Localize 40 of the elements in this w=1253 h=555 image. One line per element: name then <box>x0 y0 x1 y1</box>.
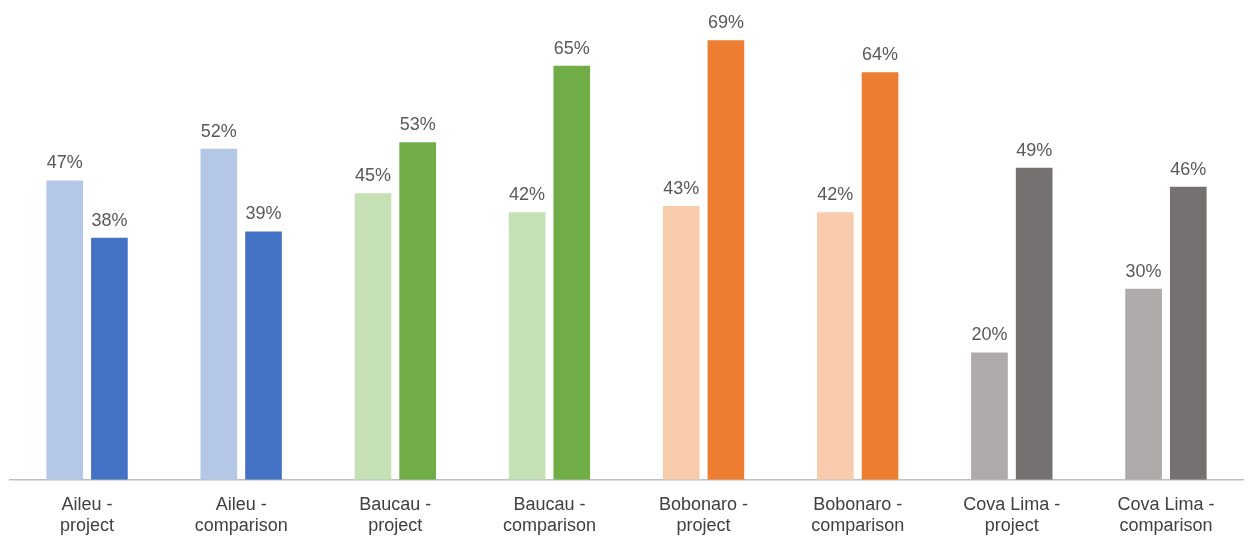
bar <box>662 205 700 480</box>
bar <box>354 193 392 480</box>
data-label: 46% <box>1170 158 1207 179</box>
bar <box>817 212 854 480</box>
data-label: 49% <box>1016 139 1053 160</box>
x-tick-label: Aileu - project <box>60 493 115 536</box>
x-tick-label: Cova Lima - comparison <box>1117 493 1215 536</box>
data-label: 69% <box>707 12 744 33</box>
bar <box>707 40 745 480</box>
bar <box>1169 186 1207 480</box>
x-tick-label: Baucau - comparison <box>502 493 596 536</box>
data-label: 47% <box>46 152 83 173</box>
x-tick-label: Aileu - comparison <box>194 493 288 536</box>
bar <box>861 72 899 480</box>
x-tick-label: Bobonaro - comparison <box>811 493 905 536</box>
bar <box>1015 167 1053 480</box>
bar <box>399 142 436 480</box>
x-tick-label: Baucau - project <box>359 493 432 536</box>
bar <box>46 180 84 480</box>
x-tick-label: Cova Lima - project <box>963 493 1061 536</box>
bar <box>971 352 1008 480</box>
x-tick-label: Bobonaro - project <box>659 493 749 536</box>
bar <box>245 231 282 480</box>
data-label: 38% <box>91 209 128 230</box>
bar <box>553 65 591 480</box>
bar <box>1125 288 1162 480</box>
data-label: 43% <box>663 177 700 198</box>
data-label: 20% <box>971 324 1008 345</box>
data-label: 52% <box>200 120 237 141</box>
data-label: 42% <box>509 184 546 205</box>
data-label: 53% <box>399 114 436 135</box>
data-label: 39% <box>245 203 282 224</box>
bar <box>508 212 546 480</box>
bar <box>91 237 128 480</box>
bar <box>200 148 238 480</box>
data-label: 42% <box>817 184 854 205</box>
data-label: 64% <box>862 44 899 65</box>
data-label: 30% <box>1125 260 1162 281</box>
data-label: 45% <box>354 165 391 186</box>
data-label: 65% <box>553 37 590 58</box>
